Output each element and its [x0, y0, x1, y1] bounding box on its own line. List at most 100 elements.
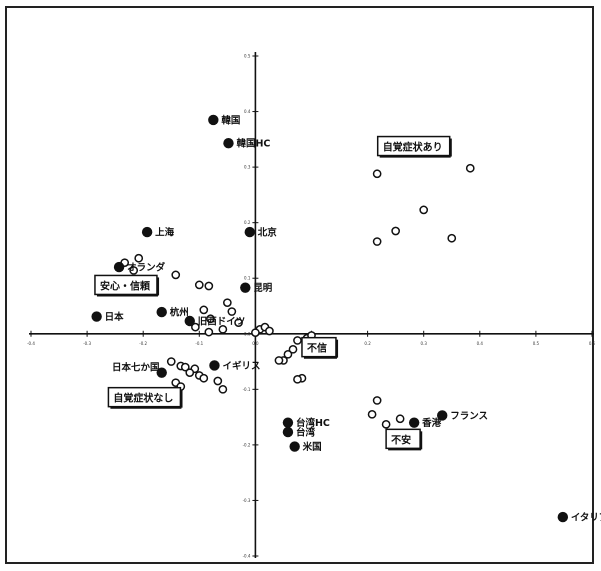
filled-point — [208, 114, 219, 126]
point-label: イギリス — [222, 360, 260, 372]
annotation-label: 安心・信頼 — [100, 279, 151, 292]
point-label: 台湾HC — [296, 417, 330, 429]
x-tick-label: 0.2 — [364, 341, 371, 346]
filled-point — [209, 360, 220, 371]
filled-point — [244, 226, 255, 238]
open-point — [293, 336, 302, 345]
x-tick-label: 0.0 — [252, 341, 259, 346]
open-points — [120, 163, 475, 429]
y-tick-label: -0.1 — [243, 387, 251, 392]
open-point — [223, 298, 232, 308]
point-label: イタリア — [571, 512, 601, 524]
filled-point — [156, 367, 167, 378]
outer-border — [5, 6, 594, 564]
point-label: 旧西ドイツ — [198, 316, 246, 328]
annotation-label: 不信 — [307, 342, 327, 355]
open-point — [204, 327, 214, 337]
open-point — [372, 237, 382, 246]
point-label: 香港 — [421, 417, 442, 429]
x-tick-label: 0.5 — [533, 341, 540, 346]
point-label: 米国 — [302, 441, 322, 453]
filled-point — [91, 311, 102, 322]
open-point — [251, 328, 260, 338]
point-label: 北京 — [258, 227, 278, 239]
open-point — [180, 362, 190, 372]
open-point — [134, 253, 144, 263]
open-point — [395, 414, 405, 424]
x-tick-label: -0.3 — [83, 341, 91, 346]
filled-point — [113, 261, 125, 273]
filled-point — [408, 417, 420, 428]
x-tick-label: -0.1 — [195, 341, 203, 346]
open-point — [185, 368, 195, 378]
y-tick-label: -0.3 — [243, 498, 251, 503]
open-point — [234, 318, 243, 328]
y-tick-label: 0.1 — [244, 276, 251, 281]
y-tick-label: -0.2 — [243, 442, 251, 447]
x-tick-label: 0.6 — [589, 341, 596, 346]
filled-point — [282, 417, 294, 428]
open-point — [391, 226, 400, 236]
filled-point — [240, 282, 251, 293]
point-label: 杭州 — [170, 307, 189, 319]
open-point — [227, 307, 237, 316]
y-tick-label: 0.0 — [244, 331, 251, 336]
open-point — [171, 270, 181, 280]
open-point — [218, 324, 228, 334]
open-point — [274, 356, 284, 365]
point-label: 昆明 — [253, 283, 273, 294]
point-label: 日本七か国 — [112, 362, 160, 374]
annotation-label: 不安 — [391, 433, 411, 446]
open-point — [288, 344, 298, 354]
x-tick-label: -0.4 — [27, 341, 35, 346]
open-point — [194, 280, 204, 290]
open-point — [381, 419, 391, 429]
y-tick-label: 0.4 — [244, 109, 251, 114]
x-tick-label: 0.4 — [477, 341, 484, 346]
point-label: 上海 — [155, 227, 175, 239]
open-point — [372, 396, 382, 405]
filled-point — [289, 441, 300, 452]
x-tick-label: -0.2 — [139, 341, 147, 346]
y-tick-label: -0.4 — [243, 554, 251, 559]
open-point — [218, 384, 228, 394]
filled-point — [437, 410, 448, 421]
filled-point — [141, 226, 153, 238]
point-label: 日本 — [105, 311, 125, 323]
point-label: オランダ — [127, 262, 166, 274]
open-point — [367, 409, 377, 419]
annotation-label: 自覚症状あり — [383, 141, 443, 154]
point-label: 台湾 — [296, 427, 316, 439]
y-tick-label: 0.2 — [244, 220, 251, 225]
open-point — [199, 305, 209, 315]
open-point — [419, 205, 429, 215]
open-point — [465, 163, 475, 173]
filled-point — [282, 426, 294, 438]
open-point — [283, 349, 293, 359]
open-point — [293, 374, 302, 384]
open-point — [166, 357, 176, 366]
open-point — [372, 169, 382, 179]
open-point — [447, 233, 457, 243]
open-point — [191, 322, 200, 332]
filled-point — [223, 138, 234, 149]
filled-point — [184, 315, 195, 327]
open-point — [204, 281, 214, 291]
annotation-label: 自覚症状なし — [113, 392, 173, 405]
open-point — [265, 326, 274, 336]
filled-point — [156, 306, 167, 318]
x-tick-label: 0.3 — [421, 341, 428, 346]
filled-point — [557, 511, 569, 523]
point-label: 韓国HC — [236, 138, 270, 150]
open-point — [199, 373, 209, 383]
point-label: フランス — [450, 411, 488, 422]
open-point — [129, 266, 139, 275]
point-label: 韓国 — [221, 114, 240, 126]
tick-labels: -0.4 -0.3 -0.2 -0.1 0.0 0.1 0.2 0.3 0.4 0.5 0.6 0.5… — [27, 54, 596, 559]
y-tick-label: 0.5 — [244, 54, 251, 59]
open-point — [213, 376, 223, 386]
open-point — [206, 314, 215, 324]
